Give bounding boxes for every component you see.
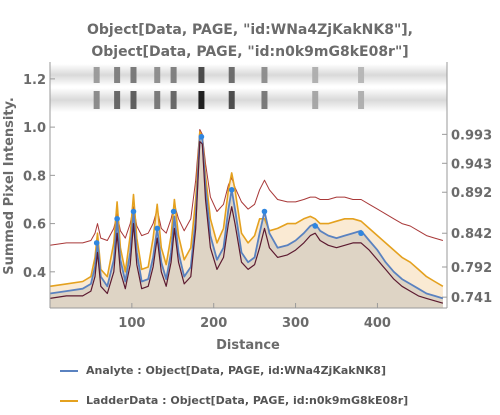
- peak-marker: [114, 215, 120, 222]
- area-fill: [50, 136, 443, 308]
- gel-band: [358, 91, 365, 109]
- chart-title-line-2: Object[Data, PAGE, "id:n0k9mG8kE08r"]: [91, 44, 409, 60]
- right-tick-label: 0.943: [451, 157, 492, 172]
- right-tick-label: 0.792: [451, 261, 492, 276]
- gel-band: [130, 91, 137, 109]
- gel-band: [198, 67, 205, 83]
- legend-item-analyte: Analyte : Object[Data, PAGE, id:WNa4ZjKa…: [60, 364, 386, 377]
- legend-item-ladder: LadderData : Object[Data, PAGE, id:n0k9m…: [60, 394, 408, 407]
- legend-label-ladder: LadderData : Object[Data, PAGE, id:n0k9m…: [86, 394, 409, 407]
- gel-band: [261, 91, 268, 109]
- peak-marker: [198, 133, 205, 140]
- gel-band: [228, 67, 235, 83]
- gel-strip: [50, 64, 447, 86]
- peak-marker: [130, 208, 137, 215]
- y-tick-label: 0.6: [23, 218, 46, 233]
- x-axis-label: Distance: [216, 338, 280, 353]
- peak-marker: [154, 225, 161, 232]
- right-tick-label: 0.892: [451, 186, 492, 201]
- gel-band: [170, 91, 177, 109]
- x-tick-label: 200: [200, 316, 227, 331]
- gel-band: [261, 67, 268, 83]
- legend-label-analyte: Analyte : Object[Data, PAGE, id:WNa4ZjKa…: [86, 364, 386, 377]
- gel-band: [312, 91, 319, 109]
- right-tick-label: 0.741: [451, 291, 492, 306]
- peak-marker: [170, 208, 177, 215]
- chart-title-line-1: Object[Data, PAGE, "id:WNa4ZjKakNK8"],: [87, 22, 413, 38]
- area-fills: [50, 131, 443, 308]
- peak-marker: [312, 223, 319, 229]
- y-axis-label: Summed Pixel Intensity.: [2, 97, 17, 275]
- gel-band: [154, 91, 161, 109]
- series-lines: [49, 129, 444, 304]
- right-tick-label: 0.842: [451, 227, 492, 242]
- gel-band: [228, 91, 235, 109]
- y-tick-label: 1.2: [23, 73, 46, 88]
- gel-image: [50, 64, 447, 112]
- gel-band: [312, 67, 319, 83]
- gel-strip: [50, 88, 447, 112]
- series-line: [49, 131, 444, 288]
- x-tick-label: 300: [282, 316, 309, 331]
- peak-markers: [93, 133, 364, 246]
- gel-band: [358, 67, 365, 83]
- tick-labels: 100 200 300 400 0.4 0.6 0.8 1.0 1.2 0.993 0.943 0.8…: [23, 73, 492, 331]
- x-tick-label: 100: [118, 316, 145, 331]
- gel-band: [198, 91, 205, 109]
- y-tick-label: 0.8: [23, 169, 46, 184]
- peak-marker: [93, 240, 100, 246]
- legend-swatch-analyte: [60, 369, 78, 372]
- y-tick-label: 0.4: [23, 266, 46, 281]
- gel-band: [170, 67, 177, 83]
- right-tick-label: 0.993: [451, 128, 492, 143]
- gel-band: [114, 67, 121, 83]
- gel-band: [93, 91, 100, 109]
- series-line: [49, 129, 444, 246]
- series-line: [49, 141, 444, 304]
- y-tick-label: 1.0: [23, 121, 46, 136]
- gel-band: [154, 67, 161, 83]
- peak-marker: [261, 208, 268, 215]
- legend-swatch-ladder: [60, 399, 78, 402]
- gel-band: [130, 67, 137, 83]
- gel-band: [93, 67, 100, 83]
- x-tick-label: 400: [364, 316, 391, 331]
- series-line: [49, 135, 444, 300]
- gel-band: [114, 91, 121, 109]
- peak-marker: [358, 230, 364, 237]
- peak-marker: [228, 187, 235, 193]
